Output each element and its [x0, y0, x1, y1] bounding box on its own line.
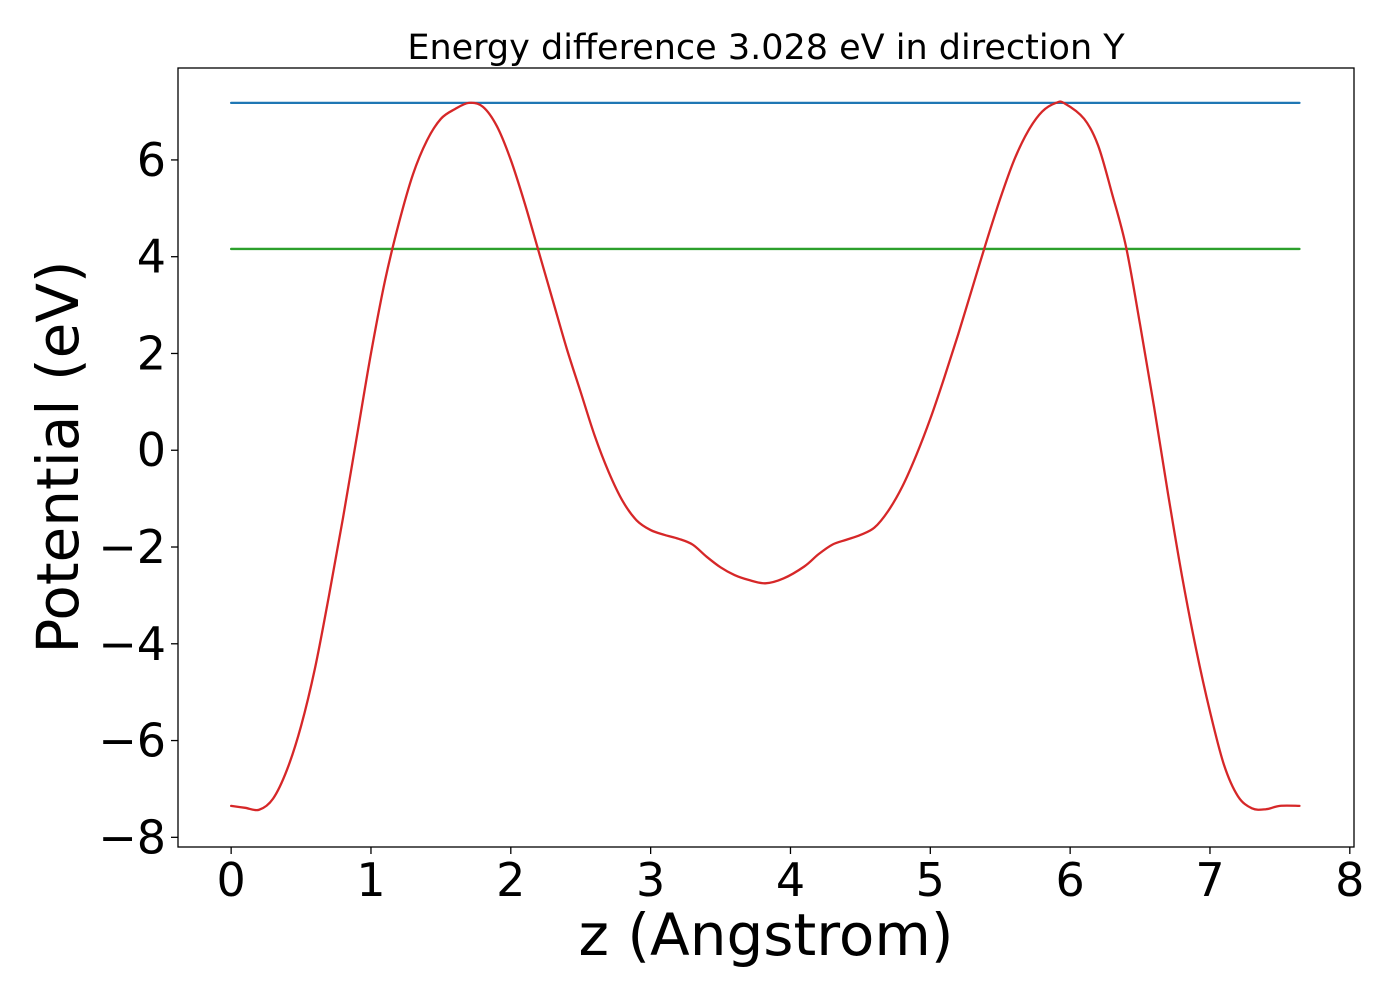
- x-tick-label: 7: [1195, 853, 1224, 907]
- y-tick-label: −8: [98, 810, 166, 864]
- x-tick-label: 0: [216, 853, 245, 907]
- y-axis: −8 −6 −4 −2 0 2 4 6: [98, 133, 178, 864]
- y-tick-label: 4: [137, 230, 166, 284]
- y-tick-label: 6: [137, 133, 166, 187]
- x-axis-label: z (Angstrom): [579, 901, 954, 969]
- y-tick-label: 2: [137, 326, 166, 380]
- y-tick-label: −4: [98, 617, 166, 671]
- x-tick-label: 5: [916, 853, 945, 907]
- y-tick-label: −2: [98, 520, 166, 574]
- x-tick-label: 2: [496, 853, 525, 907]
- x-tick-label: 6: [1055, 853, 1084, 907]
- x-tick-label: 8: [1335, 853, 1364, 907]
- x-tick-label: 4: [776, 853, 805, 907]
- x-tick-label: 1: [356, 853, 385, 907]
- chart-title: Energy difference 3.028 eV in direction …: [407, 28, 1125, 68]
- y-axis-label: Potential (eV): [24, 260, 92, 653]
- plot-frame: [177, 67, 1355, 848]
- y-tick-label: 0: [137, 423, 166, 477]
- x-tick-label: 3: [636, 853, 665, 907]
- series-line-3: [229, 100, 1301, 812]
- plot-lines: [229, 100, 1301, 812]
- y-tick-label: −6: [98, 714, 166, 768]
- x-axis: 0 1 2 3 4 5 6 7 8: [216, 847, 1364, 907]
